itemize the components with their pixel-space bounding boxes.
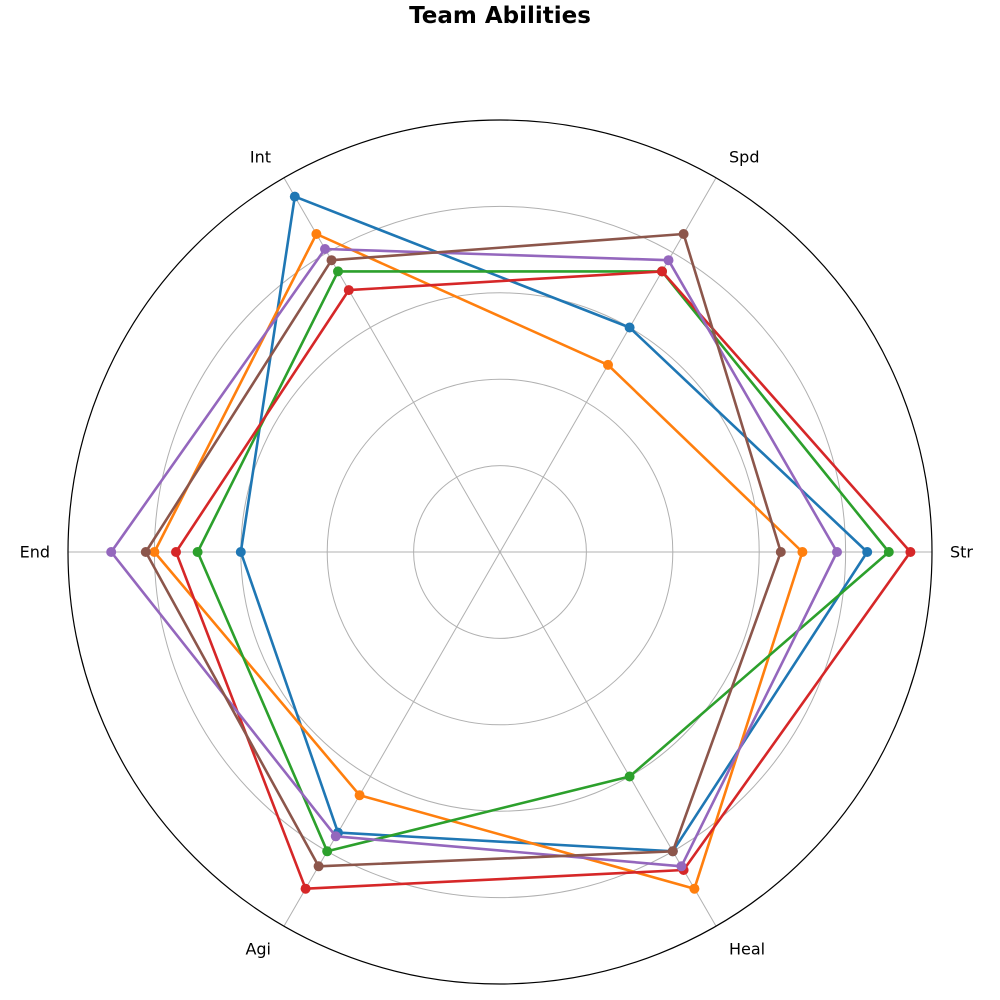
axis-label: Int xyxy=(250,147,271,166)
series-point xyxy=(663,255,674,266)
series-layer xyxy=(106,191,916,894)
grid-layer xyxy=(67,119,933,985)
series-point xyxy=(624,322,635,333)
series-point xyxy=(657,266,667,277)
series-point xyxy=(667,846,678,857)
series-point xyxy=(354,790,365,801)
series-point xyxy=(678,229,689,239)
axis-label: Heal xyxy=(729,940,765,959)
axis-label: Agi xyxy=(245,940,271,959)
series-point xyxy=(311,229,322,239)
series-point xyxy=(330,831,341,842)
series-point xyxy=(171,547,181,557)
series-point xyxy=(624,771,635,782)
series-point xyxy=(883,547,894,557)
outer-frame xyxy=(67,119,933,985)
series-point xyxy=(797,547,808,557)
series-point xyxy=(140,547,151,557)
series-point xyxy=(326,255,337,266)
series-point xyxy=(333,266,343,277)
series-point xyxy=(320,244,330,254)
series-point xyxy=(289,191,300,202)
series-line xyxy=(109,247,839,868)
series-point xyxy=(905,547,916,557)
chart-title: Team Abilities xyxy=(409,3,591,29)
series-point xyxy=(603,359,613,370)
series-line xyxy=(174,270,912,891)
series-point xyxy=(676,861,687,872)
series-point xyxy=(689,883,700,894)
series-point xyxy=(149,547,160,557)
series-point xyxy=(106,547,117,557)
series-point xyxy=(343,285,354,296)
series-line xyxy=(153,232,804,891)
axis-label: Spd xyxy=(729,147,759,166)
series-point xyxy=(235,547,246,557)
series-point xyxy=(832,547,842,557)
series-point xyxy=(862,547,873,557)
axis-label: End xyxy=(20,543,50,562)
axis-labels: Str Spd Int End Agi Heal xyxy=(20,147,974,958)
series-point xyxy=(192,547,203,557)
series-point xyxy=(313,861,324,872)
axis-spoke xyxy=(283,177,501,553)
series-point xyxy=(300,883,311,894)
series-point xyxy=(322,846,333,857)
axis-label: Str xyxy=(950,543,973,562)
series-line xyxy=(196,270,891,853)
series-point xyxy=(775,547,786,557)
